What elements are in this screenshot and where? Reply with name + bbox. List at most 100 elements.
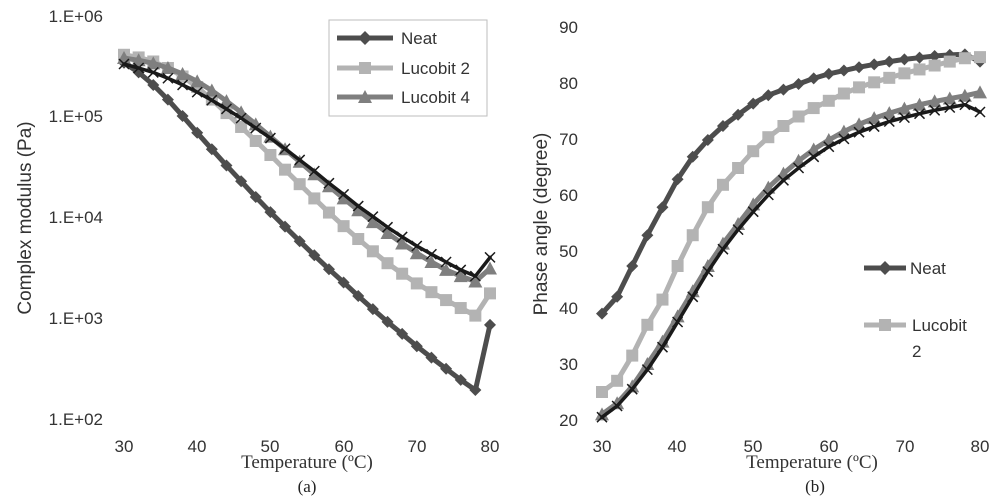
data-point: [732, 108, 745, 121]
data-point: [337, 220, 350, 233]
data-point: [913, 63, 926, 76]
data-point: [147, 78, 160, 91]
data-point: [807, 72, 820, 85]
data-point: [626, 260, 639, 272]
data-point: [484, 251, 496, 263]
data-point: [249, 134, 262, 147]
data-point: [250, 122, 262, 134]
data-point: [626, 383, 638, 395]
data-point: [279, 220, 292, 233]
data-point: [455, 264, 467, 276]
data-point: [352, 289, 365, 302]
data-point: [656, 201, 669, 214]
data-point: [701, 201, 714, 214]
data-point: [944, 101, 956, 114]
data-point: [409, 246, 424, 260]
x-tick-label: 60: [820, 437, 839, 456]
data-point: [411, 240, 423, 252]
data-point: [147, 66, 159, 78]
data-point: [352, 233, 365, 246]
data-point: [323, 177, 335, 189]
y-tick-label: 1.E+02: [49, 410, 103, 429]
data-point: [308, 165, 320, 177]
x-tick-label: 30: [115, 437, 134, 456]
plot-area-a: [117, 48, 497, 397]
data-point: [440, 256, 452, 268]
data-point: [808, 151, 820, 163]
data-point: [395, 236, 410, 250]
data-point: [868, 58, 881, 71]
data-point: [279, 143, 291, 155]
data-point: [610, 396, 625, 410]
data-point: [352, 200, 364, 212]
data-point: [351, 203, 366, 217]
data-point: [468, 274, 483, 288]
data-point: [469, 384, 482, 397]
data-point: [687, 291, 699, 303]
data-point: [146, 56, 161, 70]
series-line: [122, 62, 492, 278]
data-point: [777, 120, 790, 132]
data-point: [367, 211, 379, 223]
data-point: [913, 51, 926, 64]
data-point: [656, 293, 669, 306]
data-point: [160, 60, 175, 74]
data-point: [380, 226, 395, 240]
data-point: [897, 101, 912, 115]
legend-label: Lucobit 2: [401, 59, 470, 78]
data-point: [747, 206, 759, 218]
data-point: [837, 87, 850, 100]
data-point: [625, 379, 640, 393]
data-point: [235, 120, 248, 133]
data-point: [235, 112, 247, 124]
x-tick-label: 80: [971, 437, 990, 456]
legend-marker-triangle: [358, 90, 372, 103]
data-point: [747, 145, 760, 158]
legend-marker-diamond: [878, 261, 892, 275]
data-point: [264, 149, 277, 162]
data-point: [777, 83, 790, 96]
data-point: [410, 340, 423, 353]
data-point: [656, 341, 669, 353]
data-point: [822, 67, 835, 80]
data-point: [717, 243, 729, 255]
series-line: [600, 102, 982, 419]
data-point: [611, 400, 623, 412]
data-point: [928, 59, 941, 72]
data-point: [322, 263, 335, 276]
data-point: [823, 141, 835, 153]
x-axis-title: Temperature (ºC): [746, 452, 878, 473]
y-tick-label: 60: [559, 186, 578, 205]
panel-caption: (b): [805, 477, 825, 496]
legend-box: [856, 254, 986, 416]
data-point: [912, 97, 927, 111]
data-point: [176, 109, 189, 122]
data-point: [453, 269, 468, 283]
data-point: [396, 327, 409, 340]
data-point: [220, 159, 233, 172]
data-point: [366, 303, 379, 316]
data-point: [161, 93, 174, 106]
data-point: [626, 349, 639, 362]
data-point: [337, 276, 350, 289]
data-point: [762, 89, 775, 102]
data-point: [641, 229, 654, 242]
data-point: [454, 302, 467, 315]
y-tick-label: 40: [559, 299, 578, 318]
data-point: [792, 110, 805, 123]
data-point: [868, 76, 881, 89]
x-axis-title: Temperature (ºC): [241, 452, 373, 473]
data-point: [396, 267, 409, 280]
panel-caption: (a): [298, 477, 317, 496]
data-point: [974, 106, 986, 118]
data-point: [671, 173, 684, 186]
data-point: [898, 112, 910, 124]
data-point: [293, 178, 306, 191]
data-point: [732, 224, 744, 236]
data-point: [483, 261, 497, 275]
legend-marker-square: [359, 62, 371, 74]
data-point: [338, 188, 350, 200]
y-tick-label: 90: [559, 18, 578, 37]
data-point: [131, 53, 146, 67]
data-point: [867, 111, 882, 125]
